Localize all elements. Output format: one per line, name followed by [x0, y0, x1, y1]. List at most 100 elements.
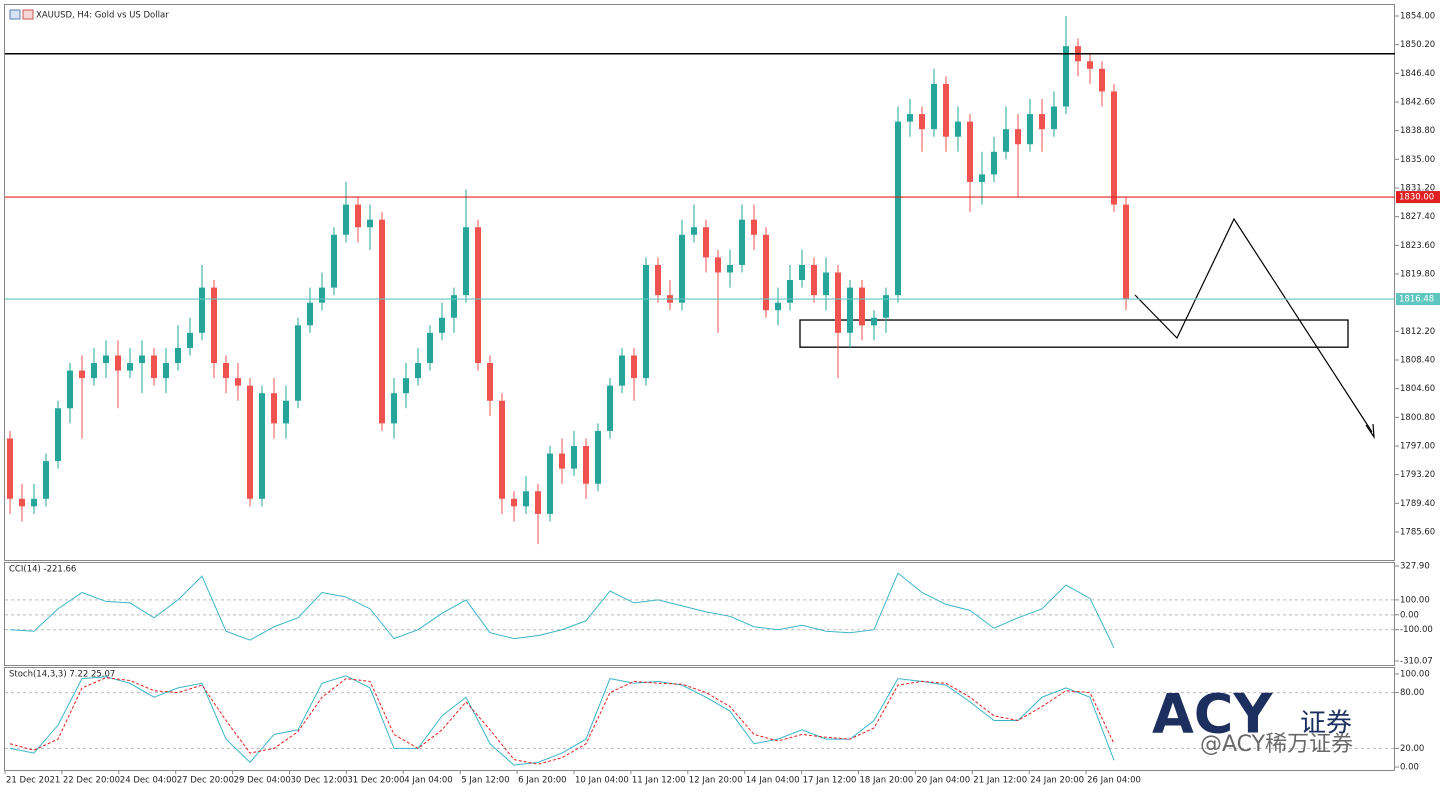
candle-body: [859, 287, 865, 326]
candle-body: [1087, 61, 1093, 69]
x-tick-label: 12 Jan 20:00: [689, 776, 743, 786]
candle-body: [607, 385, 613, 431]
y-tick-label: 1797.00: [1400, 442, 1435, 452]
support-zone: [799, 319, 1349, 348]
candle-body: [199, 287, 205, 333]
candle-body: [799, 264, 805, 281]
indicator-line: [9, 677, 1115, 765]
candle-body: [955, 121, 961, 137]
candle-body: [1063, 46, 1069, 107]
candle-body: [727, 264, 733, 273]
candle-body: [1015, 129, 1021, 145]
x-tick-label: 27 Dec 20:00: [177, 776, 234, 786]
indicator-title: CCI(14) -221.66: [9, 565, 76, 575]
candle-body: [967, 121, 973, 182]
x-tick-label: 21 Jan 12:00: [973, 776, 1027, 786]
price-badge-label: 1830.00: [1399, 193, 1434, 203]
y-tick-label: 1789.40: [1400, 499, 1435, 509]
candle-body: [271, 393, 277, 424]
candle-body: [871, 317, 877, 326]
cci-panel: [4, 562, 1395, 666]
main-panel: [4, 4, 1395, 561]
candle-body: [487, 363, 493, 401]
candle-body: [823, 272, 829, 296]
candle-body: [115, 355, 121, 371]
candle-body: [1051, 106, 1057, 130]
candle-body: [343, 204, 349, 235]
candle-body: [943, 83, 949, 137]
y-tick-label: 327.90: [1400, 561, 1430, 571]
stoch-panel: [4, 667, 1395, 771]
x-tick-label: 5 Jan 12:00: [461, 776, 509, 786]
candle-body: [79, 370, 85, 379]
candle-body: [55, 408, 61, 462]
candle-body: [151, 355, 157, 379]
candle-body: [451, 295, 457, 318]
candle-body: [523, 491, 529, 507]
candle-body: [31, 498, 37, 507]
candle-body: [835, 272, 841, 333]
y-tick-label: 80.00: [1400, 688, 1424, 698]
candle-body: [403, 378, 409, 394]
y-tick-label: 1850.20: [1400, 40, 1435, 50]
candle-body: [751, 219, 757, 235]
y-tick-label: 100.00: [1400, 669, 1430, 679]
candle-body: [211, 287, 217, 364]
candle-body: [715, 257, 721, 273]
candle-body: [739, 219, 745, 265]
x-tick-label: 10 Jan 04:00: [575, 776, 629, 786]
y-tick-label: 1835.00: [1400, 155, 1435, 165]
y-tick-label: 1812.20: [1400, 327, 1435, 337]
candle-body: [235, 378, 241, 386]
y-tick-label: 1804.60: [1400, 384, 1435, 394]
candle-body: [643, 264, 649, 379]
y-tick-label: 1827.40: [1400, 212, 1435, 222]
candle-body: [319, 287, 325, 303]
candle-body: [439, 317, 445, 333]
candle-body: [1003, 129, 1009, 152]
x-tick-label: 26 Jan 04:00: [1087, 776, 1141, 786]
candle-body: [775, 302, 781, 311]
candle-body: [691, 227, 697, 235]
candle-body: [1123, 204, 1129, 300]
candle-body: [295, 325, 301, 401]
chart-title: XAUUSD, H4: Gold vs US Dollar: [36, 11, 169, 21]
candle-body: [259, 393, 265, 499]
candle-body: [703, 227, 709, 258]
candle-body: [583, 446, 589, 484]
candle-body: [511, 498, 517, 507]
x-tick-label: 4 Jan 04:00: [404, 776, 452, 786]
candle-body: [379, 219, 385, 424]
candle-body: [367, 219, 373, 228]
candle-body: [463, 227, 469, 296]
y-tick-label: 20.00: [1400, 744, 1424, 754]
candle-body: [679, 234, 685, 303]
x-tick-label: 22 Dec 20:00: [63, 776, 120, 786]
y-tick-label: -100.00: [1400, 625, 1433, 635]
candle-body: [427, 332, 433, 364]
candle-body: [631, 355, 637, 379]
candle-body: [475, 227, 481, 364]
candle-body: [907, 114, 913, 122]
candle-body: [67, 370, 73, 409]
x-tick-label: 11 Jan 12:00: [632, 776, 686, 786]
watermark: ACY 证券 @ACY稀万证券: [1152, 683, 1353, 757]
y-tick-label: 1838.80: [1400, 126, 1435, 136]
candle-body: [559, 453, 565, 469]
symbol-icon: [9, 9, 34, 20]
y-tick-label: 1831.20: [1400, 184, 1435, 194]
candle-body: [1111, 91, 1117, 205]
x-tick-label: 18 Jan 20:00: [860, 776, 914, 786]
candle-body: [43, 461, 49, 499]
x-tick-label: 30 Dec 12:00: [291, 776, 348, 786]
candle-body: [7, 438, 13, 499]
x-tick-label: 17 Jan 12:00: [803, 776, 857, 786]
x-tick-label: 20 Jan 04:00: [916, 776, 970, 786]
candle-body: [127, 363, 133, 371]
candle-body: [787, 280, 793, 303]
candle-body: [991, 151, 997, 175]
watermark-cn: 证券: [1300, 709, 1352, 739]
x-tick-label: 24 Dec 04:00: [120, 776, 177, 786]
candle-body: [391, 393, 397, 424]
